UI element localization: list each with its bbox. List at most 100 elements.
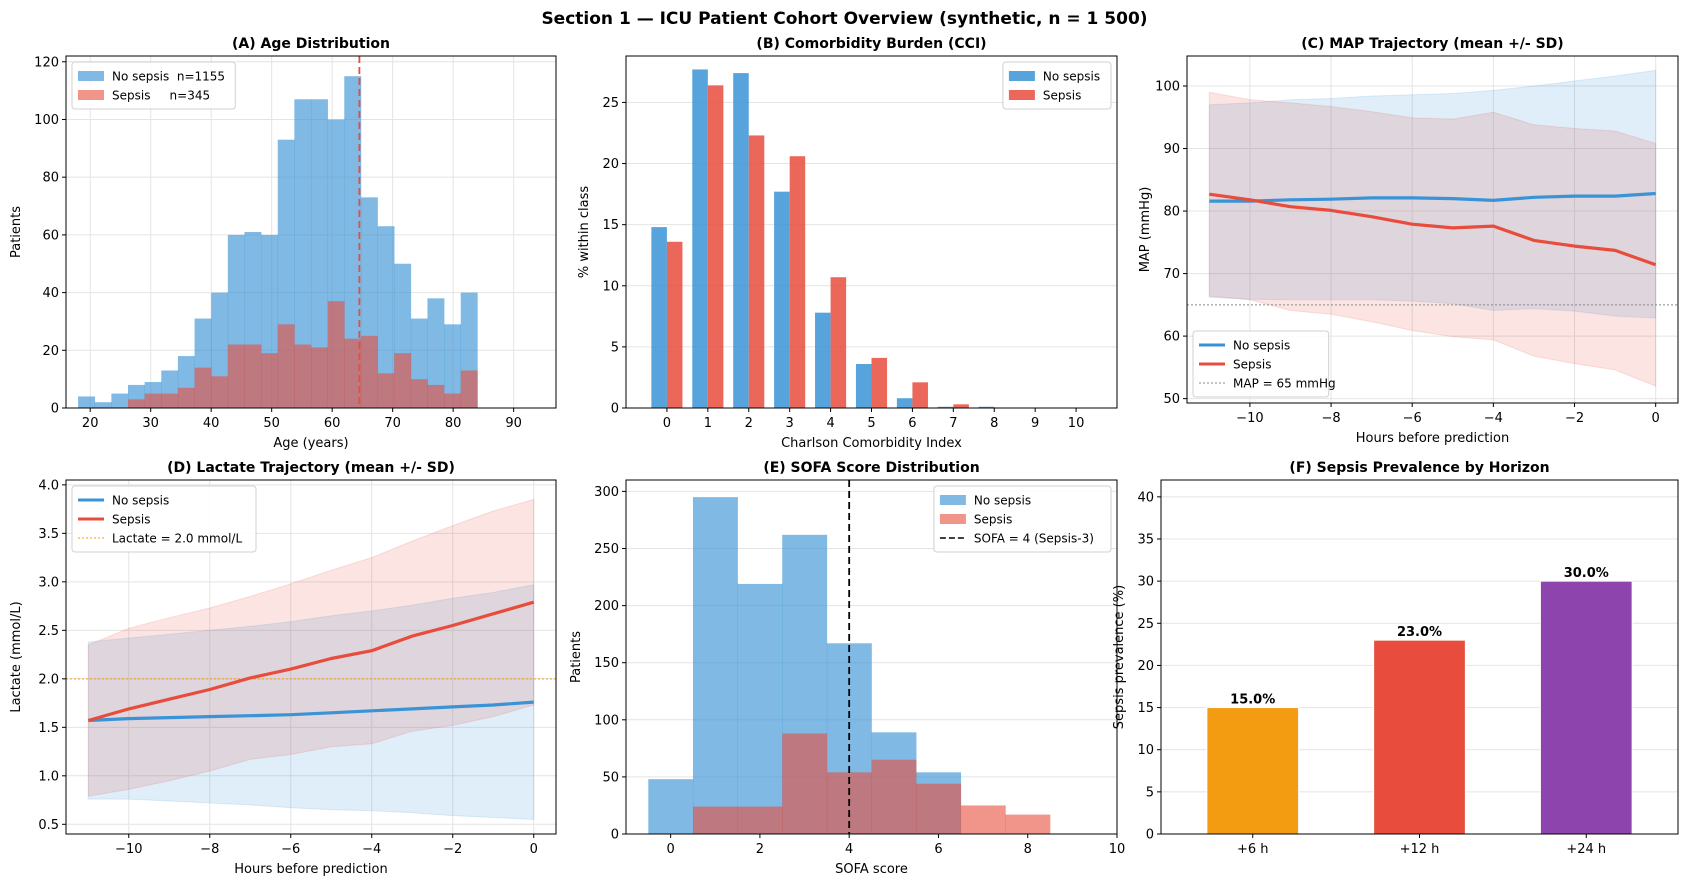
- x-tick-label: 1: [704, 416, 712, 431]
- bar-no-sepsis: [427, 298, 445, 408]
- bar-sepsis: [211, 376, 229, 408]
- bar-no-sepsis: [111, 393, 129, 408]
- bar-sepsis: [707, 85, 724, 408]
- plot-frame: [1186, 55, 1679, 404]
- y-axis-label: Patients: [9, 206, 24, 258]
- bar-sepsis: [912, 382, 928, 408]
- prevalence-bar: [1373, 639, 1466, 835]
- y-tick-label: 60: [1163, 330, 1180, 345]
- x-tick-label: −10: [1236, 411, 1263, 426]
- bar-sepsis: [244, 344, 262, 408]
- legend-label: Lactate = 2.0 mmol/L: [112, 532, 242, 546]
- x-tick-label: +24 h: [1566, 842, 1606, 857]
- plot-frame: [625, 479, 1118, 835]
- bar-no-sepsis: [774, 191, 790, 408]
- bar-no-sepsis: [737, 583, 783, 834]
- x-tick-label: 7: [949, 416, 957, 431]
- y-tick-label: 20: [602, 157, 619, 172]
- legend-label: Sepsis: [1043, 89, 1081, 103]
- x-tick-label: −4: [362, 842, 381, 857]
- x-tick-label: 2: [756, 842, 764, 857]
- mean-line-sepsis: [87, 600, 535, 723]
- x-tick-label: 60: [324, 416, 341, 431]
- x-tick-label: +12 h: [1400, 842, 1440, 857]
- x-tick-label: 30: [142, 416, 159, 431]
- plot-frame: [1160, 479, 1679, 835]
- legend-box: [1192, 330, 1330, 398]
- bar-no-sepsis: [733, 73, 749, 408]
- bar-sepsis: [161, 393, 179, 408]
- x-tick-label: 4: [826, 416, 834, 431]
- bar-sepsis: [427, 384, 445, 408]
- x-tick-label: −10: [115, 842, 142, 857]
- x-tick-label: 6: [934, 842, 942, 857]
- legend-box: [71, 61, 236, 110]
- bar-sepsis: [916, 783, 962, 834]
- x-tick-label: 0: [663, 416, 671, 431]
- chart-title: (F) Sepsis Prevalence by Horizon: [1289, 460, 1549, 476]
- y-tick-label: 5: [611, 340, 619, 355]
- legend-box: [933, 485, 1112, 553]
- plot-frame: [625, 55, 1118, 409]
- x-tick-label: −8: [1321, 411, 1340, 426]
- x-tick-label: −8: [200, 842, 219, 857]
- x-axis-label: Charlson Comorbidity Index: [781, 436, 962, 451]
- y-tick-label: 200: [594, 599, 619, 614]
- bar-no-sepsis: [692, 69, 708, 408]
- bar-no-sepsis: [815, 312, 831, 408]
- bar-sepsis: [960, 805, 1006, 834]
- legend-label: Sepsis: [1233, 358, 1271, 372]
- bar-sepsis: [311, 347, 328, 408]
- bar-no-sepsis: [651, 227, 667, 408]
- x-tick-label: 5: [867, 416, 875, 431]
- bar-no-sepsis: [78, 396, 96, 408]
- y-tick-label: 1.5: [38, 721, 59, 736]
- figure-title: Section 1 — ICU Patient Cohort Overview …: [541, 9, 1147, 29]
- panel-sepsis-prevalence: (F) Sepsis Prevalence by Horizon Sepsis p…: [1112, 460, 1679, 857]
- bar-sepsis: [666, 241, 683, 408]
- bar-sepsis: [144, 393, 162, 408]
- y-tick-label: 50: [602, 770, 619, 785]
- sd-band-sepsis: [87, 498, 535, 797]
- sd-band-sepsis: [1208, 91, 1657, 387]
- y-tick-label: 5: [1146, 785, 1154, 800]
- y-tick-label: 0: [611, 402, 619, 417]
- bar-sepsis: [194, 367, 212, 408]
- bar-sepsis: [692, 806, 738, 834]
- x-axis-label: Hours before prediction: [234, 862, 387, 877]
- bar-sepsis: [394, 353, 412, 408]
- x-tick-label: 40: [203, 416, 220, 431]
- x-tick-label: 6: [908, 416, 916, 431]
- y-tick-label: 3.0: [38, 575, 59, 590]
- bar-sepsis: [344, 338, 362, 408]
- panel-map-trajectory: (C) MAP Trajectory (mean +/- SD) Hours be…: [1138, 36, 1679, 446]
- x-tick-label: 8: [990, 416, 998, 431]
- y-tick-label: 120: [34, 55, 59, 70]
- bar-no-sepsis: [294, 99, 312, 408]
- y-tick-label: 25: [1137, 617, 1154, 632]
- y-tick-label: 80: [1163, 205, 1180, 220]
- y-tick-label: 10: [602, 279, 619, 294]
- legend-label: No sepsis: [974, 494, 1031, 508]
- bar-no-sepsis: [937, 406, 954, 408]
- mean-line-no-sepsis: [1209, 191, 1656, 203]
- legend-swatch: [78, 90, 104, 100]
- panel-comorbidity-burden: (B) Comorbidity Burden (CCI) Charlson Com…: [577, 36, 1118, 451]
- y-tick-label: 15: [1137, 701, 1154, 716]
- y-tick-label: 35: [1137, 533, 1154, 548]
- y-tick-label: 300: [594, 485, 619, 500]
- x-axis-label: Age (years): [273, 436, 348, 451]
- x-tick-label: 80: [445, 416, 462, 431]
- x-tick-label: 0: [1652, 411, 1660, 426]
- bar-sepsis: [782, 733, 828, 834]
- y-tick-label: 50: [1163, 392, 1180, 407]
- legend-label: Sepsis: [974, 513, 1012, 527]
- legend-label: No sepsis n=1155: [112, 70, 225, 84]
- legend-box: [71, 485, 257, 553]
- mean-line-no-sepsis: [88, 700, 534, 723]
- plot-frame: [65, 55, 557, 409]
- bar-sepsis: [128, 399, 145, 408]
- y-tick-label: 150: [594, 656, 619, 671]
- legend-swatch: [1008, 71, 1035, 81]
